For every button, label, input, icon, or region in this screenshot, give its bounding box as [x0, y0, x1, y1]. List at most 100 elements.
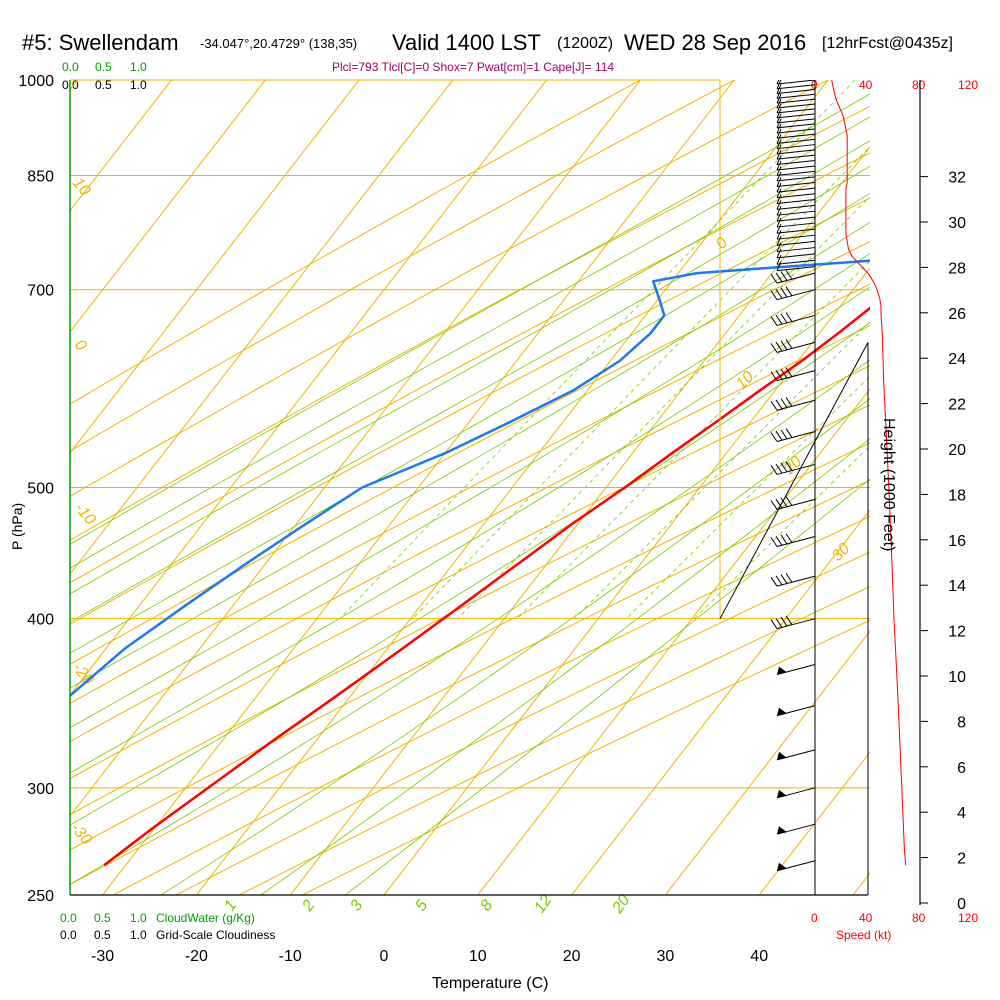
dry-adiabat — [70, 479, 870, 885]
wind-barb-shaft — [776, 216, 816, 222]
wind-barb-feather — [776, 261, 782, 271]
wind-barb-shaft — [776, 144, 816, 150]
wind-barb-shaft — [776, 98, 816, 104]
height-profile-line — [719, 342, 869, 619]
cloudwater-tick: 0.5 — [95, 60, 112, 74]
wind-barb-feather — [776, 123, 782, 134]
wind-barb-feather — [775, 498, 783, 509]
speed-scale-bottom: 0 40 80 120 Speed (kt) — [811, 911, 978, 942]
wind-barb-feather — [785, 572, 793, 583]
speed-tick: 80 — [912, 911, 926, 925]
cloudwater-tick: 0.0 — [62, 60, 79, 74]
cloudwater-tick: 0.0 — [60, 911, 77, 925]
height-tick-label: 2 — [957, 851, 966, 868]
temperature-tick-label: -10 — [279, 948, 302, 965]
height-tick-label: 8 — [957, 714, 966, 731]
wind-barb-shaft — [776, 618, 816, 630]
station-title: #5: Swellendam — [22, 30, 179, 55]
wind-barb-feather — [776, 80, 780, 85]
wind-barb-shaft — [776, 222, 816, 228]
wind-barb-feather — [770, 619, 778, 629]
wind-barb-shaft — [776, 234, 816, 240]
moist-adiabat — [70, 192, 870, 654]
temperature-tick-label: 30 — [657, 948, 675, 965]
speed-tick: 40 — [859, 911, 873, 925]
moist-adiabat — [70, 359, 870, 886]
mixing-ratio-line — [516, 260, 870, 619]
height-tick-label: 4 — [957, 805, 966, 822]
wind-barb-feather — [776, 144, 782, 155]
wind-barb-feather — [780, 313, 788, 324]
wind-barb-pennant — [777, 862, 787, 871]
zulu-time: (1200Z) — [557, 35, 613, 52]
cloudwater-tick: 1.0 — [130, 60, 147, 74]
wind-barb-feather — [785, 397, 793, 407]
dewpoint-trace — [70, 259, 870, 698]
wind-barb-feather — [776, 229, 782, 240]
pressure-tick-label: 700 — [27, 283, 54, 300]
wind-barb-shaft — [776, 84, 816, 90]
wind-barb-feather — [770, 576, 778, 587]
wind-barb-shaft — [776, 341, 816, 353]
wind-barb-feather — [776, 205, 782, 216]
wind-barb-feather — [770, 290, 778, 300]
wind-barb-feather — [776, 223, 782, 234]
wind-barb-shaft — [776, 399, 816, 411]
pressure-tick-label: 1000 — [18, 73, 54, 90]
wind-barb-feather — [775, 341, 783, 352]
wind-barb-feather — [776, 182, 782, 193]
wind-barb-shaft — [776, 259, 816, 265]
wind-barb-shaft — [776, 138, 816, 144]
valid-time: Valid 1400 LST — [392, 30, 541, 55]
wind-barb-pennant — [777, 666, 787, 675]
isotherm — [383, 267, 870, 895]
wind-barb-shaft — [776, 103, 816, 109]
wind-barb-shaft — [776, 176, 816, 182]
moist-adiabat — [260, 438, 870, 895]
isotherm — [101, 80, 735, 895]
wind-barb-feather — [775, 370, 783, 380]
wind-barb-feather — [770, 316, 778, 326]
dry-adiabat — [70, 241, 870, 665]
cloudwater-scale-bottom: 0.0 0.5 1.0 CloudWater (g/Kg) 0.0 0.5 1.… — [60, 911, 275, 942]
pressure-tick-label: 500 — [27, 481, 54, 498]
wind-barb-feather — [775, 575, 783, 586]
pressure-tick-label: 400 — [27, 612, 54, 629]
wind-barb-feather — [775, 272, 783, 283]
height-tick-label: 20 — [948, 442, 966, 459]
wind-barb-shaft — [776, 80, 816, 85]
wind-barb-feather — [780, 368, 788, 379]
height-tick-label: 10 — [948, 669, 966, 686]
wind-barb-feather — [776, 134, 782, 144]
wind-barb-feather — [770, 343, 778, 353]
wind-barb-shaft — [776, 88, 816, 94]
pressure-tick-label: 850 — [27, 169, 54, 186]
height-tick-label: 16 — [948, 533, 966, 550]
mixing-ratio-label: 3 — [347, 897, 366, 914]
forecast-info: [12hrFcst@0435z] — [822, 35, 953, 52]
speed-tick: 120 — [958, 78, 978, 92]
wind-barb-feather — [776, 139, 782, 149]
wind-barb-shaft — [776, 228, 816, 234]
isotherm — [289, 146, 870, 895]
wind-barbs — [770, 80, 816, 872]
wind-barb-feather — [776, 242, 782, 252]
wind-barb-pennant — [777, 707, 787, 716]
wind-barb-shaft — [776, 149, 816, 155]
cloudiness-tick: 0.0 — [60, 928, 77, 942]
temperature-trace — [103, 306, 870, 867]
wind-barb-feather — [770, 400, 778, 411]
y-axis-title: P (hPa) — [9, 503, 25, 550]
wind-barb-feather — [776, 211, 782, 222]
moist-adiabat — [70, 286, 870, 774]
wind-barb-feather — [776, 108, 782, 119]
height-tick-label: 14 — [948, 578, 966, 595]
wind-barb-feather — [770, 537, 778, 547]
wind-barb-feather — [776, 194, 782, 204]
temperature-tick-label: 0 — [380, 948, 389, 965]
mixing-ratio-label: 20 — [609, 892, 634, 917]
isotherm — [70, 80, 360, 454]
dry-adiabat-label: 0 — [71, 337, 90, 355]
wind-barb-feather — [785, 428, 793, 438]
